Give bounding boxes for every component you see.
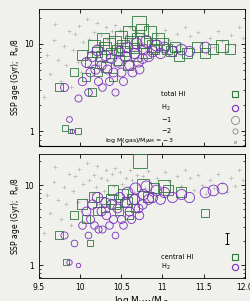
Y-axis label: SSP age (Gyr);  R$_e$/8: SSP age (Gyr); R$_e$/8 — [8, 177, 22, 255]
Text: H$_2$: H$_2$ — [161, 262, 170, 272]
Y-axis label: SSP age (Gyr);  R$_e$/8: SSP age (Gyr); R$_e$/8 — [8, 39, 22, 116]
Text: total HI: total HI — [161, 91, 185, 97]
Text: $-2$: $-2$ — [161, 126, 172, 135]
Text: H$_2$: H$_2$ — [161, 103, 170, 113]
X-axis label: log M$_{\rm JAM}$/M$_\odot$: log M$_{\rm JAM}$/M$_\odot$ — [114, 295, 169, 301]
Text: log M(gas)/M$_{\rm JAM}$ = $-3$: log M(gas)/M$_{\rm JAM}$ = $-3$ — [104, 137, 172, 147]
Text: $-1$: $-1$ — [161, 116, 172, 125]
Text: central HI: central HI — [161, 254, 193, 260]
